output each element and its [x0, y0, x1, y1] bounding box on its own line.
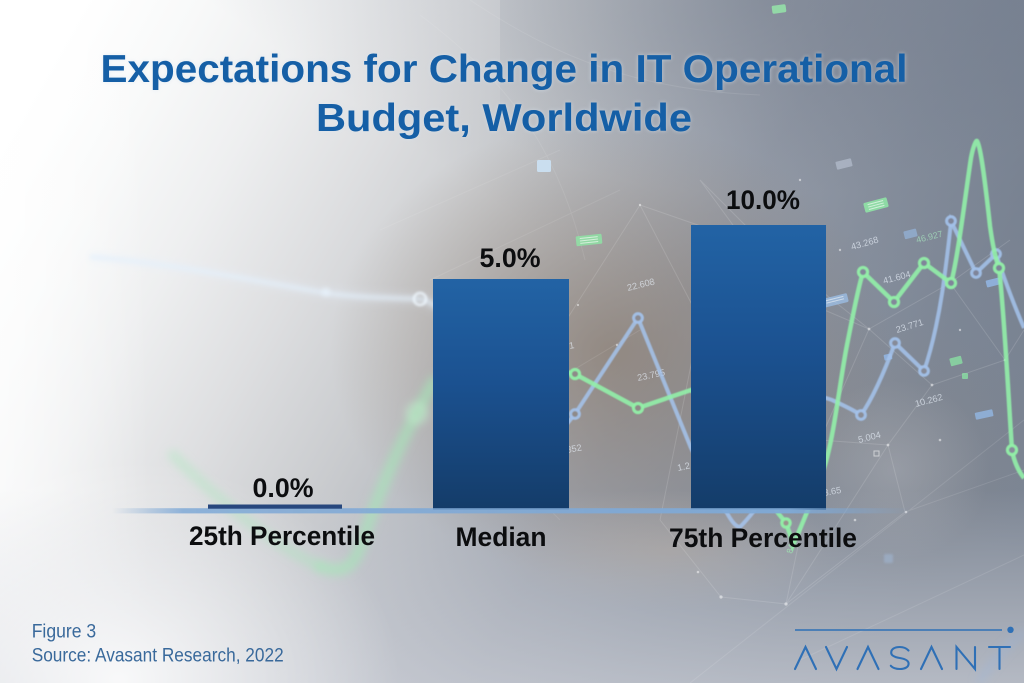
svg-text:84: 84 [784, 543, 796, 555]
svg-text:25th Percentile: 25th Percentile [189, 521, 375, 551]
svg-text:Source: Avasant Research, 2022: Source: Avasant Research, 2022 [32, 646, 284, 667]
svg-text:1.2: 1.2 [676, 461, 691, 473]
svg-text:5.0%: 5.0% [480, 243, 541, 273]
svg-text:Expectations for Change in IT: Expectations for Change in IT Operationa… [101, 48, 908, 91]
svg-text:75th Percentile: 75th Percentile [669, 523, 857, 553]
svg-text:Figure 3: Figure 3 [32, 622, 97, 643]
svg-text:10.0%: 10.0% [726, 185, 800, 215]
svg-text:8.65: 8.65 [823, 485, 842, 498]
svg-text:852: 852 [566, 442, 583, 455]
svg-text:0.0%: 0.0% [253, 473, 314, 503]
svg-text:Budget, Worldwide: Budget, Worldwide [316, 97, 692, 140]
svg-text:Expectations for Change in IT: Expectations for Change in IT Operationa… [101, 48, 908, 91]
svg-text:Median: Median [456, 522, 547, 552]
svg-text:Budget, Worldwide: Budget, Worldwide [316, 97, 692, 140]
